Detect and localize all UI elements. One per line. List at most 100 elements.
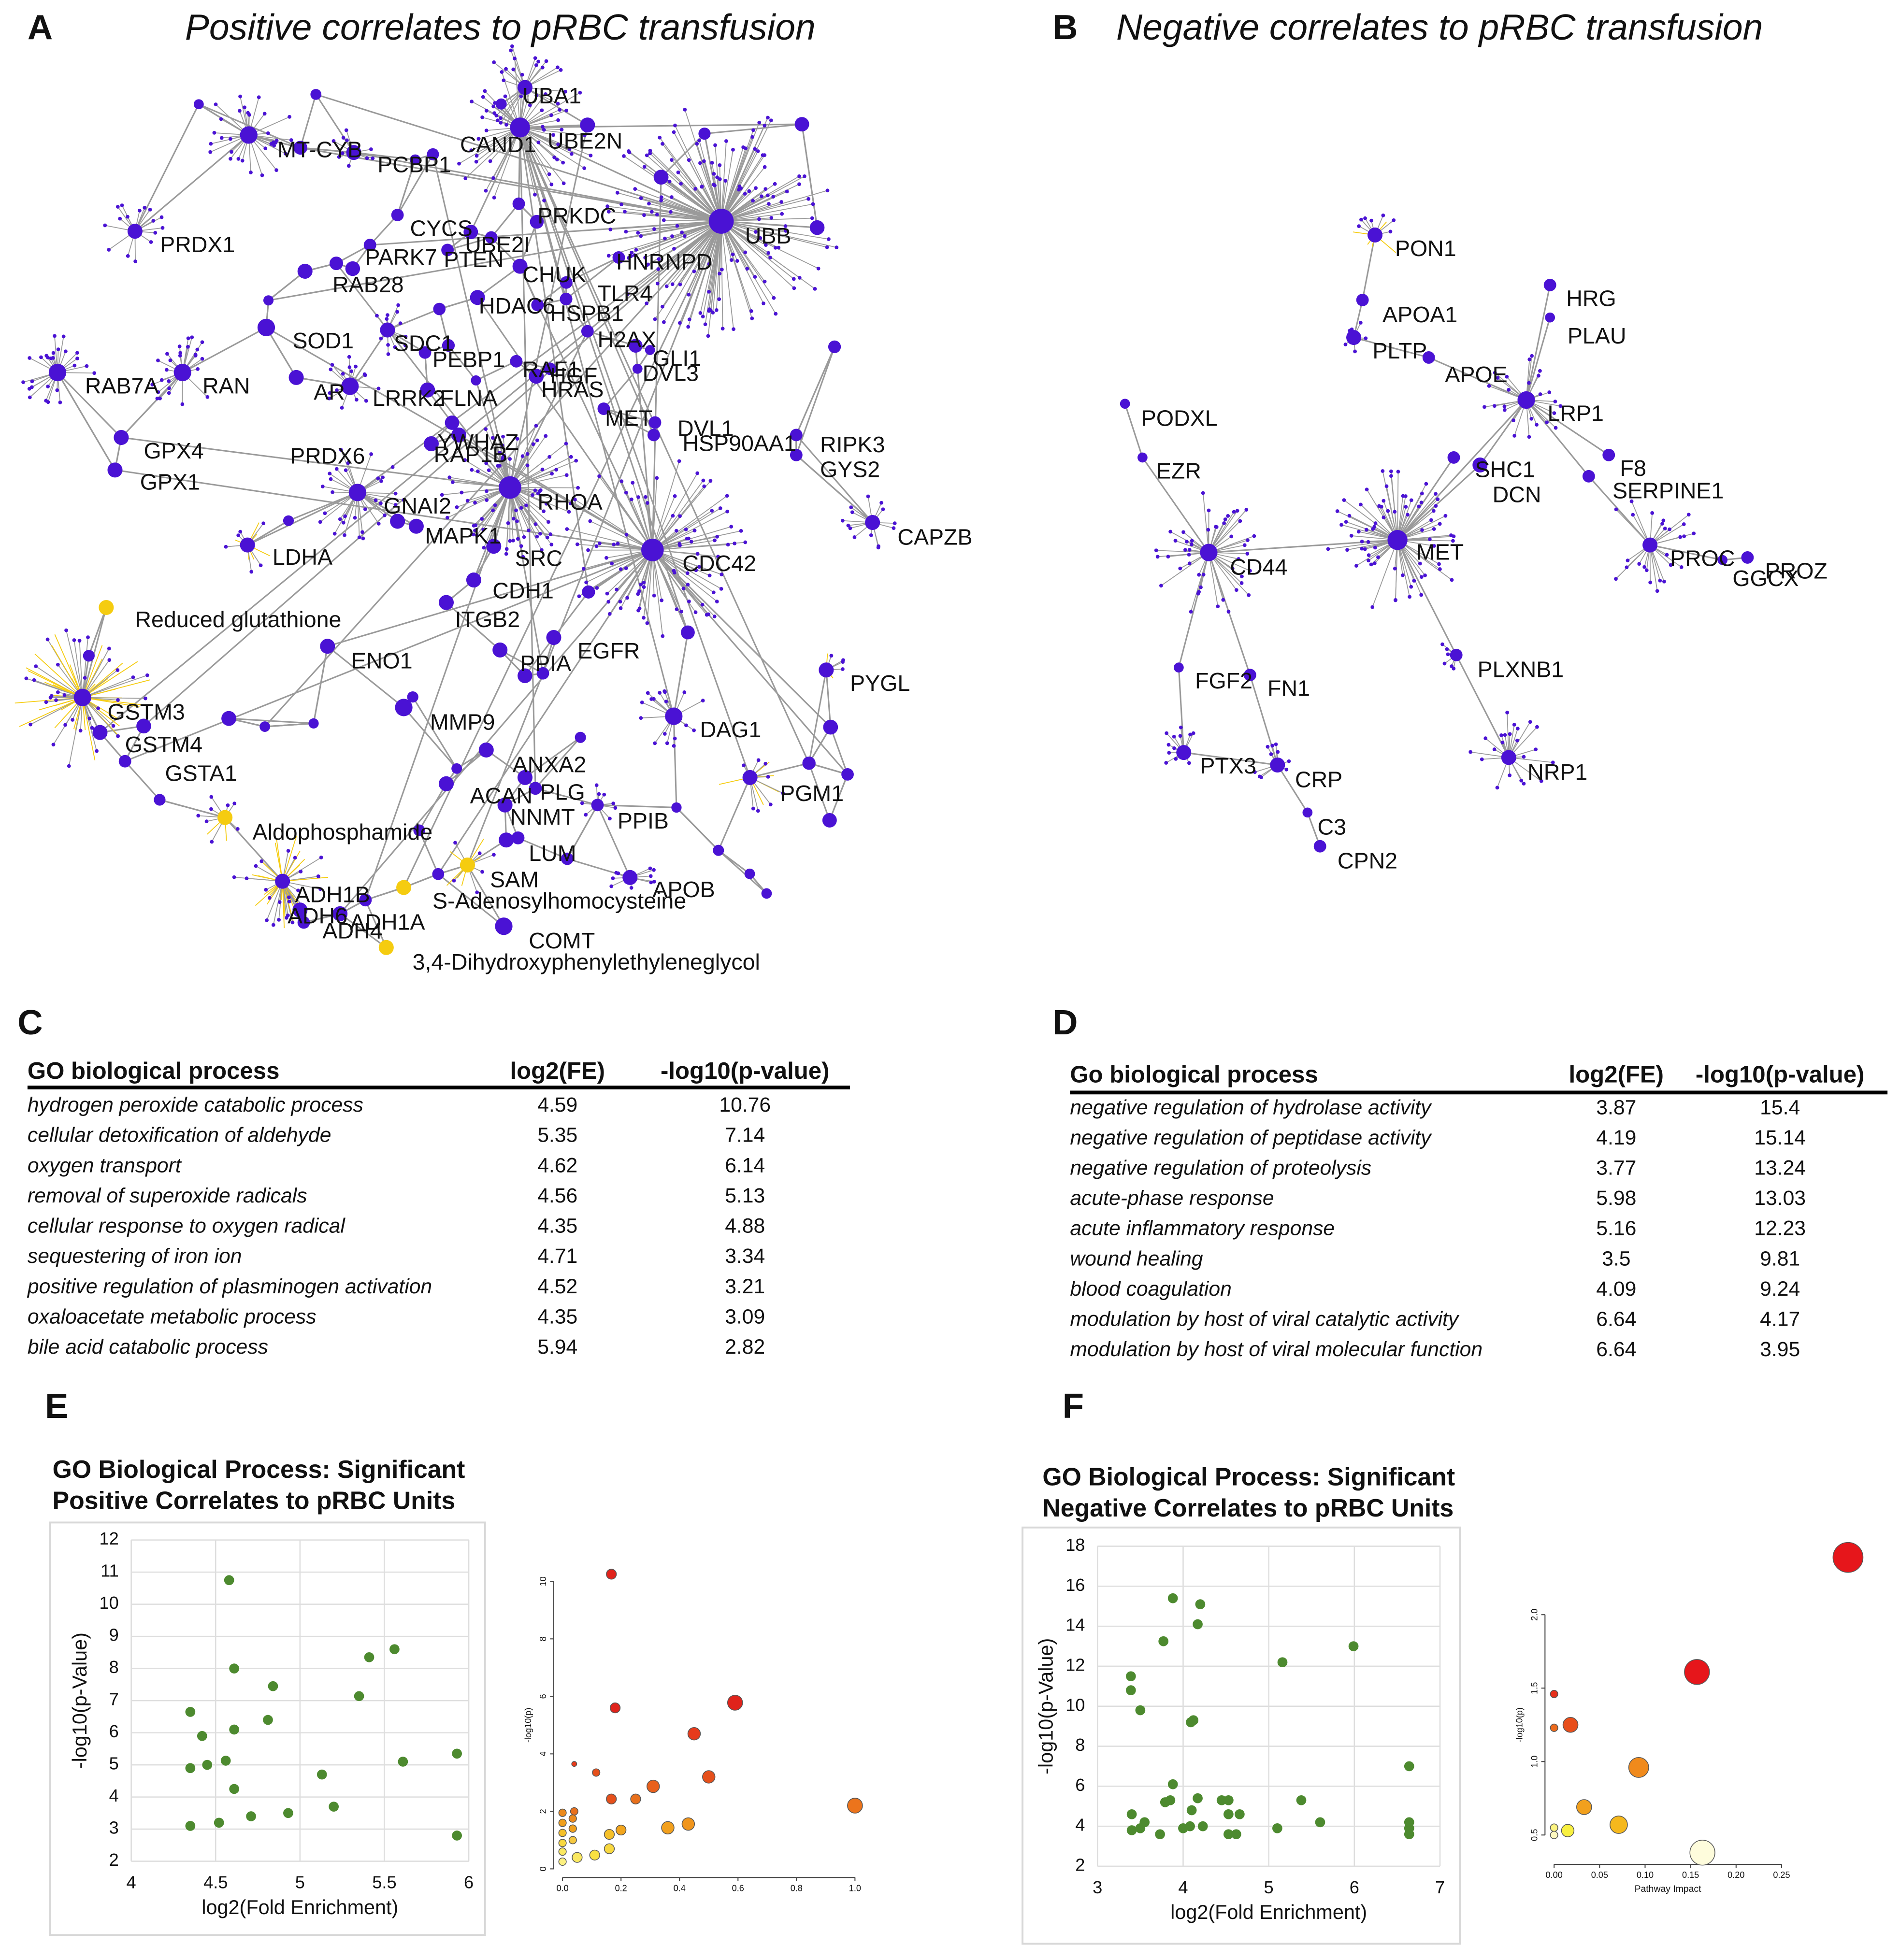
node-label: SAM	[490, 867, 539, 892]
network-node	[320, 639, 335, 654]
network-leaf	[662, 320, 666, 324]
y-tick-label: 2	[538, 1809, 548, 1814]
chart-title: Positive Correlates to pRBC Units	[53, 1487, 456, 1515]
network-leaf	[534, 63, 538, 67]
network-spoke	[519, 127, 585, 169]
network-spoke	[720, 221, 734, 329]
network-leaf	[168, 358, 173, 362]
network-leaf	[544, 501, 548, 506]
network-leaf	[27, 386, 31, 391]
network-leaf	[573, 497, 577, 501]
x-tick-label: 0.0	[557, 1883, 569, 1893]
bubble	[606, 1793, 617, 1804]
network-node	[466, 572, 481, 588]
network-node	[512, 197, 525, 210]
network-leaf	[773, 246, 777, 250]
node-label: PTEN	[444, 247, 504, 272]
network-node	[293, 141, 307, 155]
node-label: YWHAZ	[437, 429, 518, 455]
network-leaf	[615, 191, 619, 195]
network-leaf	[1419, 593, 1424, 597]
node-label: MT-CYB	[277, 137, 362, 162]
network-leaf	[379, 479, 383, 483]
network-leaf	[1386, 509, 1390, 513]
network-leaf	[1239, 581, 1244, 585]
network-leaf	[1432, 527, 1436, 531]
plot-frame	[49, 1521, 486, 1936]
network-spoke	[652, 549, 718, 602]
network-leaf	[1339, 523, 1343, 527]
node-label: GPX4	[144, 438, 203, 463]
network-spoke	[514, 58, 521, 128]
network-leaf	[490, 436, 495, 440]
network-leaf	[232, 801, 237, 805]
network-edge	[403, 221, 722, 888]
network-edge	[403, 707, 458, 769]
network-leaf	[331, 490, 335, 494]
network-leaf	[648, 874, 653, 878]
network-leaf	[876, 545, 880, 550]
network-node	[441, 243, 454, 257]
network-leaf	[538, 531, 542, 536]
network-node	[544, 362, 557, 375]
network-leaf	[710, 509, 714, 513]
network-leaf	[575, 542, 579, 546]
network-leaf	[46, 400, 50, 404]
point	[1165, 1795, 1176, 1805]
bubble	[604, 1843, 615, 1854]
network-leaf	[158, 396, 162, 401]
network-leaf	[374, 498, 378, 502]
network-leaf	[343, 514, 347, 518]
network-node	[809, 220, 825, 235]
network-edge	[418, 783, 447, 831]
network-edge	[159, 799, 226, 818]
network-leaf	[329, 367, 333, 372]
network-node	[518, 668, 533, 684]
network-leaf	[1547, 390, 1552, 394]
network-spoke	[1391, 476, 1398, 540]
bubble	[647, 1779, 660, 1793]
network-leaf	[739, 529, 743, 533]
network-edge	[467, 221, 722, 866]
x-tick-label: 1.0	[849, 1883, 861, 1893]
table-number: 5.35	[537, 1124, 577, 1147]
network-leaf	[670, 282, 675, 286]
network-leaf	[544, 434, 548, 438]
network-leaf	[235, 827, 240, 831]
node-label: PLXNB1	[1478, 657, 1564, 682]
network-leaf	[1493, 371, 1497, 375]
network-leaf	[1535, 423, 1539, 427]
network-leaf	[550, 472, 554, 476]
network-leaf	[718, 506, 722, 510]
network-leaf	[1553, 400, 1557, 403]
network-leaf	[656, 267, 661, 271]
network-edge	[470, 127, 521, 232]
network-leaf	[619, 479, 624, 483]
network-edge	[412, 696, 458, 769]
network-leaf	[660, 598, 664, 602]
network-edge	[519, 127, 751, 778]
network-edge	[198, 103, 301, 149]
table-number: 4.19	[1596, 1126, 1636, 1149]
network-leaf	[605, 556, 608, 560]
network-leaf	[565, 527, 569, 531]
network-leaf	[67, 764, 71, 768]
network-leaf	[648, 866, 652, 871]
point	[224, 1575, 234, 1586]
node-label: LRRK2	[373, 386, 445, 411]
network-leaf	[766, 115, 770, 120]
network-leaf	[90, 726, 94, 730]
y-axis-label: -log10(p)	[523, 1708, 533, 1743]
node-label: PPIB	[618, 808, 669, 833]
bubble	[1832, 1542, 1864, 1573]
network-leaf	[1159, 584, 1163, 588]
network-leaf	[679, 609, 683, 614]
table-number: 4.35	[537, 1305, 577, 1328]
network-leaf	[1409, 498, 1413, 502]
network-node	[495, 98, 507, 110]
network-leaf	[1527, 435, 1531, 439]
network-leaf	[606, 600, 611, 604]
network-leaf	[64, 628, 68, 632]
network-leaf	[1369, 562, 1373, 567]
network-leaf	[1214, 525, 1218, 529]
